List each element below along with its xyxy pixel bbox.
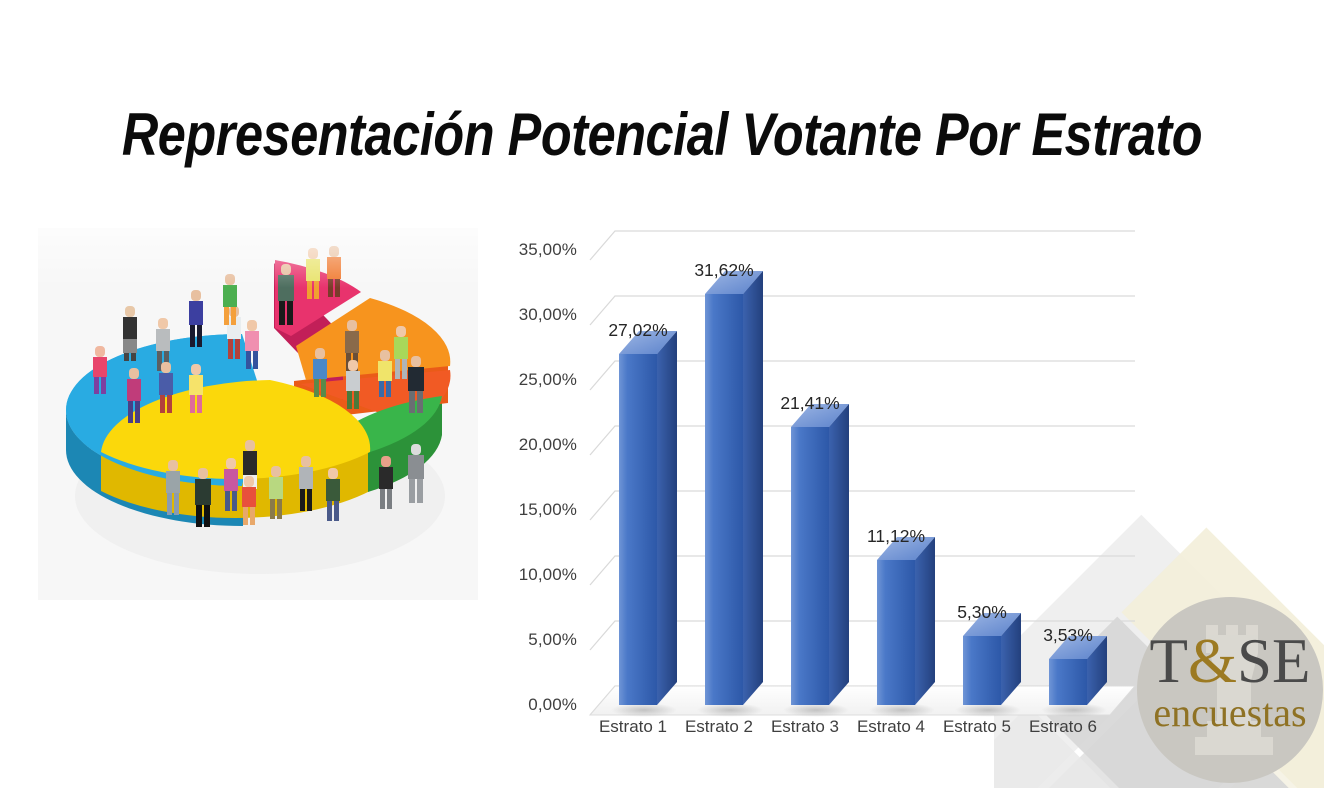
y-axis-label-30: 30,00%	[518, 305, 577, 324]
bar-estrato-1	[619, 331, 677, 705]
y-axis-label-10: 10,00%	[518, 565, 577, 584]
logo-tse-encuestas: T&SE encuestas	[1137, 597, 1324, 787]
logo-ampersand: &	[1187, 626, 1237, 696]
x-axis-label-estrato-5: Estrato 5	[942, 717, 1012, 736]
data-label-estrato-3: 21,41%	[780, 393, 840, 413]
data-label-estrato-4: 11,12%	[866, 526, 926, 546]
data-label-estrato-5: 5,30%	[957, 602, 1007, 622]
x-axis-label-estrato-1: Estrato 1	[598, 717, 668, 736]
bar-estrato-5	[963, 613, 1021, 705]
data-label-estrato-6: 3,53%	[1043, 625, 1093, 645]
y-axis-label-25: 25,00%	[518, 370, 577, 389]
y-axis-label-5: 5,00%	[528, 630, 577, 649]
bar-estrato-2	[705, 271, 763, 705]
y-axis-label-35: 35,00%	[518, 240, 577, 259]
bar-estrato-3	[791, 404, 849, 705]
pie-chart-illustration	[38, 228, 478, 600]
bar-shadows	[611, 703, 1107, 717]
x-axis-label-estrato-6: Estrato 6	[1028, 717, 1098, 736]
x-axis-label-estrato-3: Estrato 3	[770, 717, 840, 736]
bar-estrato-6	[1049, 636, 1107, 705]
x-axis-label-estrato-2: Estrato 2	[684, 717, 754, 736]
bar-estrato-4	[877, 537, 935, 705]
logo-letters-se: SE	[1236, 626, 1311, 696]
y-axis-label-0: 0,00%	[528, 695, 577, 714]
chess-rook-icon	[1195, 625, 1273, 755]
data-label-estrato-1: 27,02%	[608, 320, 668, 340]
logo-wordmark: T&SE	[1137, 630, 1323, 693]
logo-tagline: encuestas	[1153, 690, 1307, 735]
y-axis-label-20: 20,00%	[518, 435, 577, 454]
y-axis-label-15: 15,00%	[518, 500, 577, 519]
page-title: Representación Potencial Votante Por Est…	[121, 101, 1203, 168]
x-axis-label-estrato-4: Estrato 4	[856, 717, 926, 736]
chart-canvas	[588, 230, 1137, 717]
logo-letter-t: T	[1149, 626, 1188, 696]
bar-chart: 35,00% 30,00% 25,00% 20,00% 15,00% 10,00…	[505, 220, 1165, 760]
data-label-estrato-2: 31,62%	[694, 260, 754, 280]
